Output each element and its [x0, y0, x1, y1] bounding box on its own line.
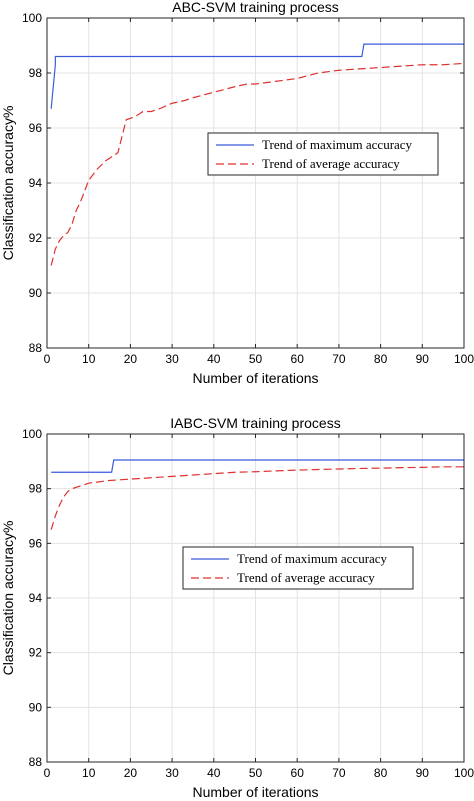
legend-entry: Trend of average accuracy — [237, 570, 375, 585]
x-tick-label: 90 — [416, 352, 430, 366]
x-tick-label: 10 — [82, 352, 96, 366]
x-tick-label: 30 — [165, 766, 179, 780]
legend-entry: Trend of maximum accuracy — [262, 137, 413, 152]
y-tick-label: 92 — [29, 646, 43, 660]
x-tick-label: 50 — [249, 766, 263, 780]
x-tick-label: 20 — [124, 766, 138, 780]
x-tick-label: 20 — [124, 352, 138, 366]
y-tick-label: 94 — [29, 176, 43, 190]
x-tick-label: 0 — [44, 352, 51, 366]
x-tick-label: 50 — [249, 352, 263, 366]
y-tick-label: 88 — [29, 341, 43, 355]
series-line-maximum-accuracy — [51, 459, 464, 473]
y-tick-label: 94 — [29, 591, 43, 605]
legend: Trend of maximum accuracy Trend of averag… — [207, 132, 439, 176]
legend: Trend of maximum accuracy Trend of averag… — [182, 546, 414, 590]
y-tick-label: 96 — [29, 121, 43, 135]
legend-box — [207, 132, 439, 176]
y-tick-label: 100 — [22, 427, 42, 441]
x-tick-label: 70 — [332, 352, 346, 366]
chart-panel-bottom: 0 10 20 30 40 50 60 70 80 90 100 88 90 92 94 96 98 100 IAB… — [0, 415, 474, 800]
x-tick-label: 40 — [207, 352, 221, 366]
x-axis-label: Number of iterations — [192, 370, 318, 386]
chart-panel-top: 0 10 20 30 40 50 60 70 80 90 100 88 90 92 94 96 98 100 ABC… — [0, 0, 474, 386]
y-tick-label: 98 — [29, 66, 43, 80]
x-tick-label: 100 — [454, 352, 474, 366]
legend-entry: Trend of maximum accuracy — [237, 551, 388, 566]
y-tick-label: 90 — [29, 286, 43, 300]
y-axis-label: Classification accuracy% — [0, 106, 16, 261]
y-axis-label: Classification accuracy% — [0, 521, 16, 676]
x-tick-label: 40 — [207, 766, 221, 780]
x-tick-label: 80 — [374, 766, 388, 780]
x-tick-label: 30 — [165, 352, 179, 366]
y-tick-label: 90 — [29, 700, 43, 714]
x-axis-label: Number of iterations — [192, 784, 318, 800]
chart-title: ABC-SVM training process — [172, 0, 339, 15]
x-tick-label: 80 — [374, 352, 388, 366]
x-tick-label: 0 — [44, 766, 51, 780]
chart-title: IABC-SVM training process — [170, 415, 340, 431]
y-tick-label: 98 — [29, 482, 43, 496]
x-tick-label: 90 — [416, 766, 430, 780]
y-tick-label: 88 — [29, 755, 43, 769]
legend-box — [182, 546, 414, 590]
series-line-average-accuracy — [50, 466, 464, 530]
x-tick-label: 60 — [291, 766, 305, 780]
series-line-maximum-accuracy — [50, 43, 464, 109]
y-tick-label: 96 — [29, 536, 43, 550]
x-tick-label: 60 — [291, 352, 305, 366]
x-tick-label: 100 — [454, 766, 474, 780]
y-tick-label: 100 — [22, 11, 42, 25]
legend-entry: Trend of average accuracy — [262, 156, 400, 171]
y-tick-label: 92 — [29, 231, 43, 245]
x-tick-label: 70 — [332, 766, 346, 780]
x-tick-label: 10 — [82, 766, 96, 780]
